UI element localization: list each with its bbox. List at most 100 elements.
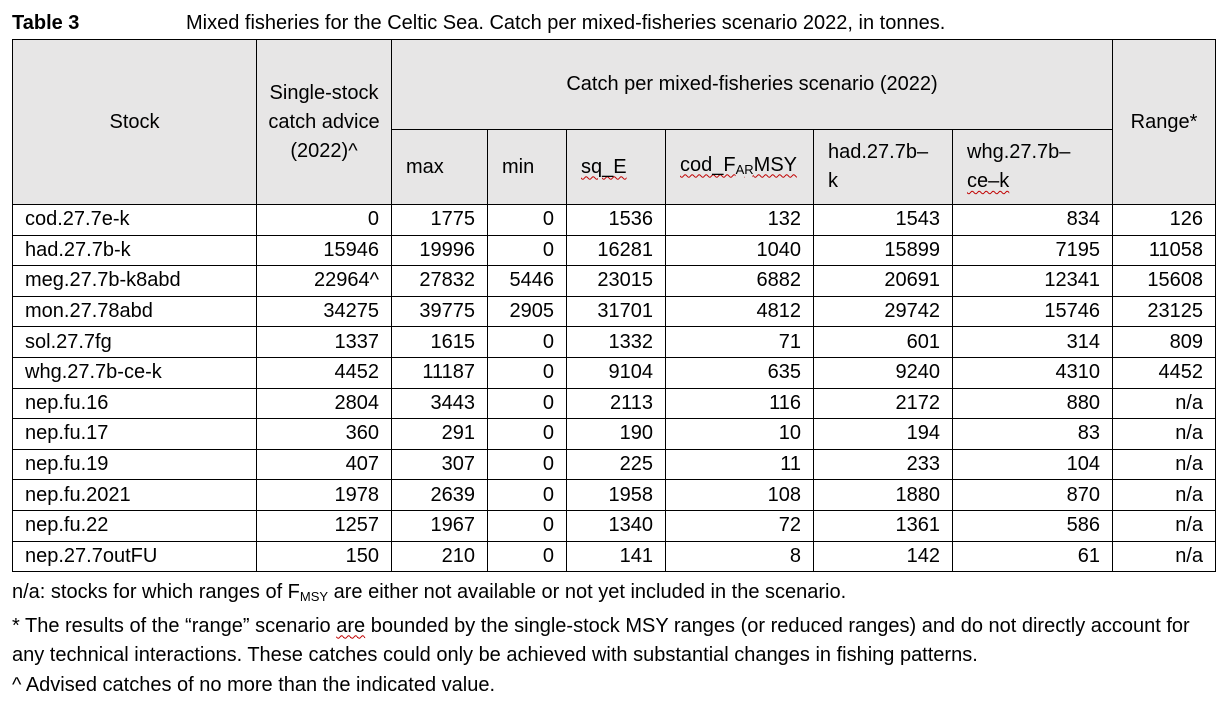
cell-max: 2639 — [391, 479, 488, 511]
cell-max: 27832 — [391, 265, 488, 297]
cell-cod: 635 — [665, 356, 814, 389]
note-range-are: are — [336, 614, 366, 637]
cell-min: 0 — [487, 448, 567, 481]
note-range-pre: * The results of the “range” scenario — [12, 614, 337, 637]
header-had-line2: k — [828, 170, 838, 192]
table-row: nep.fu.17 360 291 0 190 10 194 83 n/a — [12, 418, 1216, 450]
cell-whg: 12341 — [952, 265, 1113, 297]
cell-stock: nep.fu.19 — [12, 448, 257, 481]
table-row: nep.27.7outFU 150 210 0 141 8 142 61 n/a — [12, 540, 1216, 573]
cell-sq-e: 1340 — [566, 509, 666, 542]
cell-advice: 4452 — [256, 356, 392, 389]
header-sq-e: sq_E — [566, 129, 666, 205]
catch-table: Stock Single-stock catch advice (2022)^ … — [12, 39, 1216, 573]
cell-whg: 7195 — [952, 234, 1113, 267]
cell-cod: 71 — [665, 326, 814, 358]
table-body: cod.27.7e-k 0 1775 0 1536 132 1543 834 126 had.27… — [12, 204, 1216, 573]
cell-whg: 586 — [952, 509, 1113, 542]
cell-sq-e: 1332 — [566, 326, 666, 358]
cell-max: 19996 — [391, 234, 488, 267]
cell-stock: nep.fu.17 — [12, 418, 257, 450]
note-na: n/a: stocks for which ranges of FMSY are… — [12, 578, 1222, 612]
cell-sq-e: 141 — [566, 540, 666, 573]
cell-range: 15608 — [1112, 265, 1216, 297]
cell-advice: 1257 — [256, 509, 392, 542]
cell-whg: 15746 — [952, 295, 1113, 328]
table-row: nep.fu.22 1257 1967 0 1340 72 1361 586 n/a — [12, 509, 1216, 542]
cell-advice: 2804 — [256, 387, 392, 420]
cell-stock: sol.27.7fg — [12, 326, 257, 358]
cell-range: 4452 — [1112, 356, 1216, 389]
cell-sq-e: 225 — [566, 448, 666, 481]
cell-cod: 10 — [665, 418, 814, 450]
table-row: meg.27.7b-k8abd 22964^ 27832 5446 23015 6882 2… — [12, 265, 1216, 297]
cell-min: 0 — [487, 540, 567, 573]
cell-min: 0 — [487, 326, 567, 358]
cell-max: 1615 — [391, 326, 488, 358]
cell-max: 39775 — [391, 295, 488, 328]
table-row: cod.27.7e-k 0 1775 0 1536 132 1543 834 126 — [12, 204, 1216, 236]
cell-cod: 1040 — [665, 234, 814, 267]
cell-range: 809 — [1112, 326, 1216, 358]
header-cod-post: MSY — [753, 153, 797, 176]
table-row: sol.27.7fg 1337 1615 0 1332 71 601 314 809 — [12, 326, 1216, 358]
cell-cod: 108 — [665, 479, 814, 511]
cell-had: 1361 — [813, 509, 953, 542]
cell-advice: 407 — [256, 448, 392, 481]
table-row: had.27.7b-k 15946 19996 0 16281 1040 15899 7195… — [12, 234, 1216, 267]
cell-min: 0 — [487, 509, 567, 542]
cell-advice: 22964^ — [256, 265, 392, 297]
cell-advice: 150 — [256, 540, 392, 573]
cell-had: 2172 — [813, 387, 953, 420]
note-range: * The results of the “range” scenario ar… — [12, 612, 1222, 671]
cell-advice: 1337 — [256, 326, 392, 358]
note-na-pre: n/a: stocks for which ranges of F — [12, 581, 300, 603]
cell-had: 1543 — [813, 204, 953, 236]
cell-min: 0 — [487, 387, 567, 420]
table-row: nep.fu.19 407 307 0 225 11 233 104 n/a — [12, 448, 1216, 481]
cell-range: n/a — [1112, 448, 1216, 481]
cell-min: 5446 — [487, 265, 567, 297]
cell-max: 307 — [391, 448, 488, 481]
note-caret: ^ Advised catches of no more than the in… — [12, 673, 496, 696]
table-row: mon.27.78abd 34275 39775 2905 31701 4812 29742… — [12, 295, 1216, 328]
cell-stock: nep.fu.22 — [12, 509, 257, 542]
cell-min: 0 — [487, 356, 567, 389]
cell-cod: 4812 — [665, 295, 814, 328]
cell-range: n/a — [1112, 387, 1216, 420]
cell-whg: 870 — [952, 479, 1113, 511]
cell-sq-e: 23015 — [566, 265, 666, 297]
cell-whg: 314 — [952, 326, 1113, 358]
header-scenario-group: Catch per mixed-fisheries scenario (2022… — [391, 39, 1113, 130]
cell-had: 233 — [813, 448, 953, 481]
note-range-post: bounded by the single-stock MSY ranges (… — [12, 614, 1190, 667]
cell-had: 601 — [813, 326, 953, 358]
cell-advice: 15946 — [256, 234, 392, 267]
header-had: had.27.7b– k — [813, 129, 953, 205]
cell-sq-e: 9104 — [566, 356, 666, 389]
cell-cod: 72 — [665, 509, 814, 542]
cell-sq-e: 31701 — [566, 295, 666, 328]
cell-range: 23125 — [1112, 295, 1216, 328]
cell-range: n/a — [1112, 479, 1216, 511]
cell-whg: 834 — [952, 204, 1113, 236]
cell-max: 1775 — [391, 204, 488, 236]
cell-sq-e: 1958 — [566, 479, 666, 511]
cell-advice: 34275 — [256, 295, 392, 328]
cell-had: 15899 — [813, 234, 953, 267]
cell-max: 210 — [391, 540, 488, 573]
header-stock: Stock — [12, 39, 257, 205]
cell-range: n/a — [1112, 418, 1216, 450]
cell-sq-e: 16281 — [566, 234, 666, 267]
cell-min: 0 — [487, 418, 567, 450]
header-whg-line2: ce–k — [967, 170, 1010, 192]
cell-advice: 360 — [256, 418, 392, 450]
cell-cod: 116 — [665, 387, 814, 420]
cell-min: 2905 — [487, 295, 567, 328]
cell-min: 0 — [487, 234, 567, 267]
cell-cod: 8 — [665, 540, 814, 573]
cell-sq-e: 2113 — [566, 387, 666, 420]
cell-had: 1880 — [813, 479, 953, 511]
cell-stock: whg.27.7b-ce-k — [12, 356, 257, 389]
table-label: Table 3 — [12, 12, 80, 34]
